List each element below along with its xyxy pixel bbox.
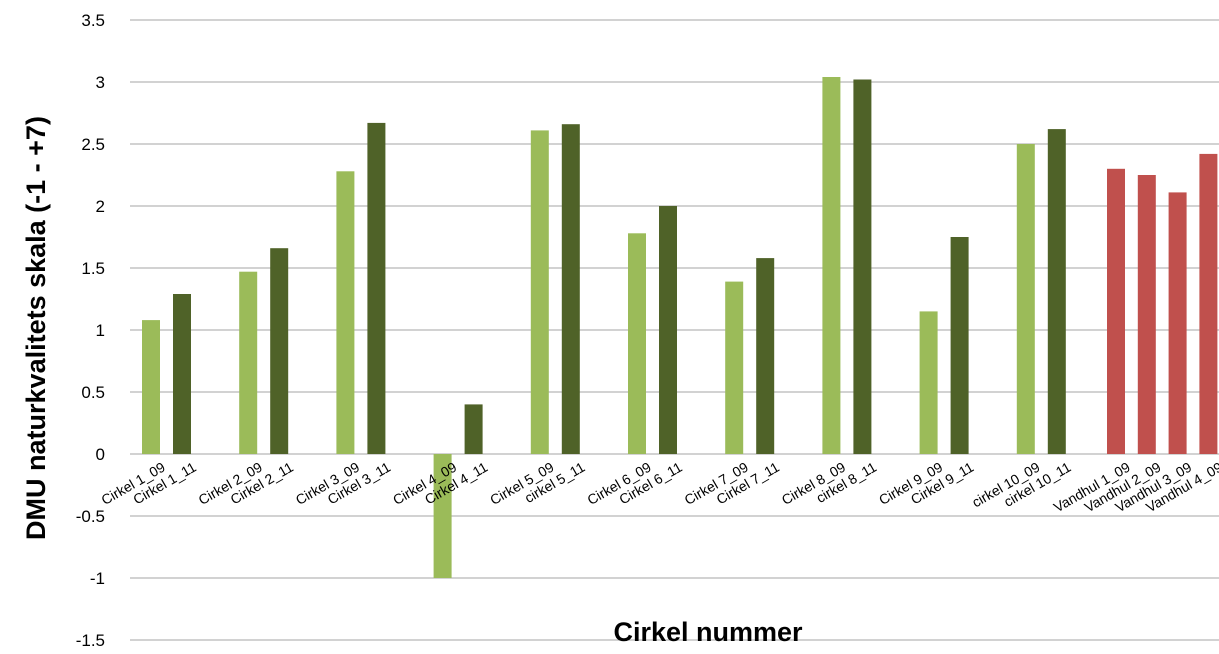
bar bbox=[853, 79, 872, 454]
bar bbox=[530, 130, 549, 454]
y-tick-label: -1 bbox=[90, 569, 105, 588]
bar bbox=[561, 124, 580, 454]
bar bbox=[464, 404, 483, 454]
y-tick-labels: -1.5 -1 -0.5 0 0.5 1 1.5 2 2.5 3 3.5 bbox=[76, 11, 105, 650]
bar bbox=[628, 233, 646, 454]
bar bbox=[919, 311, 938, 454]
bar bbox=[756, 258, 775, 454]
bar bbox=[1168, 192, 1187, 454]
y-tick-label: -0.5 bbox=[76, 507, 105, 526]
bar bbox=[367, 122, 386, 455]
y-tick-label: 3.5 bbox=[81, 11, 105, 30]
bar bbox=[822, 77, 841, 454]
y-tick-label: 2 bbox=[96, 197, 105, 216]
y-tick-label: 0 bbox=[96, 445, 105, 464]
y-tick-label: 1.5 bbox=[81, 259, 105, 278]
y-tick-label: 3 bbox=[96, 73, 105, 92]
bar bbox=[1107, 168, 1125, 455]
bar bbox=[433, 454, 452, 578]
bar bbox=[950, 237, 969, 454]
y-axis-title: DMU naturkvalitets skala (-1 - +7) bbox=[21, 116, 51, 540]
bar bbox=[173, 294, 191, 454]
bar bbox=[659, 206, 677, 454]
y-tick-label: -1.5 bbox=[76, 631, 105, 649]
bar bbox=[1016, 144, 1035, 454]
bar bbox=[1137, 175, 1156, 454]
x-axis-title: Cirkel nummer bbox=[613, 617, 803, 647]
y-tick-label: 2.5 bbox=[81, 135, 105, 154]
bar bbox=[142, 320, 160, 454]
bar bbox=[239, 271, 258, 454]
bar bbox=[270, 248, 289, 454]
bar bbox=[725, 281, 744, 454]
bar bbox=[1199, 153, 1218, 454]
y-tick-label: 1 bbox=[96, 321, 105, 340]
bar bbox=[336, 171, 355, 455]
y-tick-label: 0.5 bbox=[81, 383, 105, 402]
bars bbox=[142, 77, 1218, 578]
bar bbox=[1047, 129, 1066, 454]
